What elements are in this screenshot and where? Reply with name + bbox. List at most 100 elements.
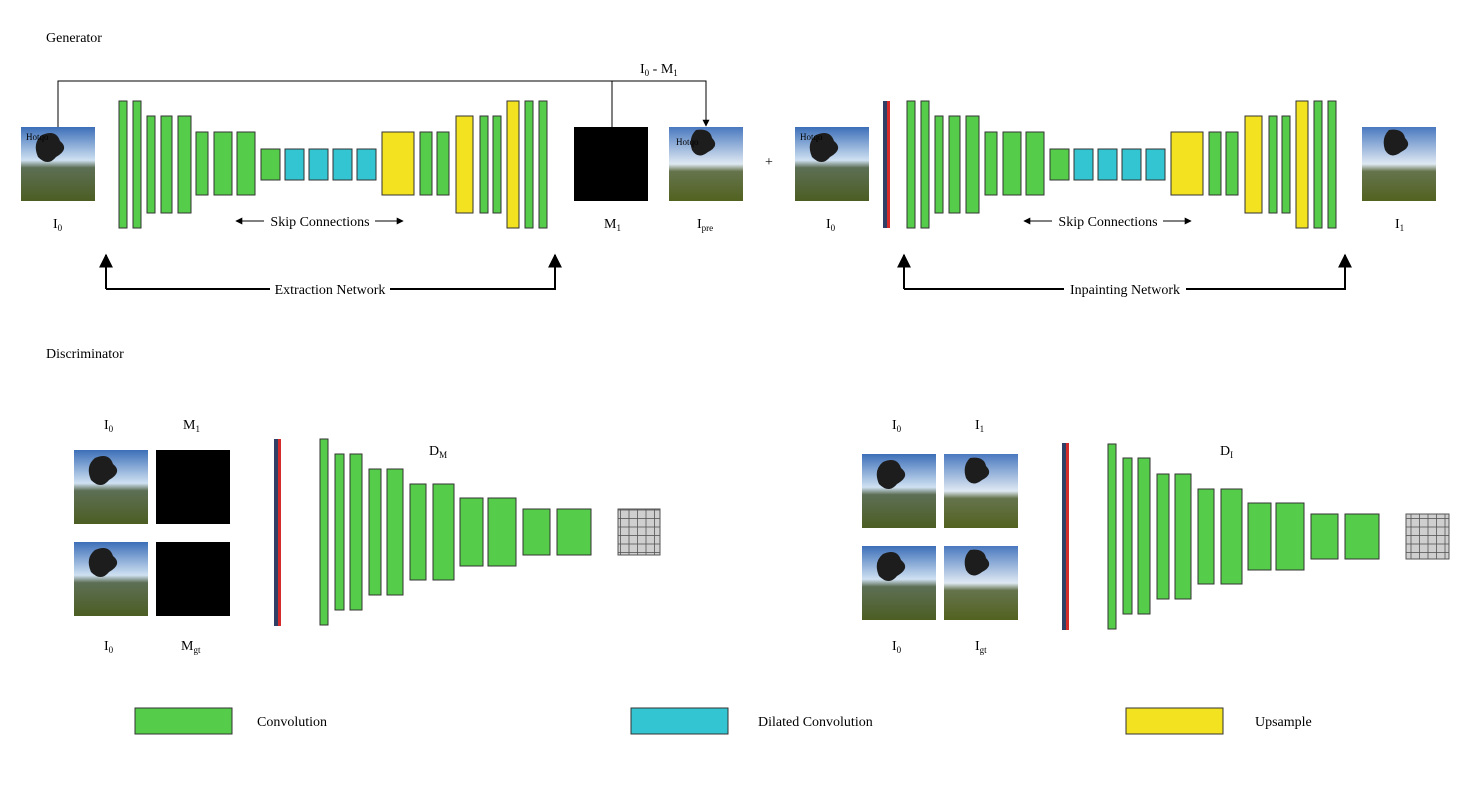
di-output-grid xyxy=(1405,513,1450,560)
conv-layer xyxy=(934,115,944,214)
legend-dilated-label: Dilated Convolution xyxy=(758,715,873,730)
upsample-layer xyxy=(1244,115,1263,214)
disc-left-label-top-a: I0 xyxy=(104,418,114,434)
conv-layer xyxy=(1247,502,1272,571)
conv-layer xyxy=(459,497,484,567)
disc-right-image-i1 xyxy=(944,454,1018,528)
dm-label: DM xyxy=(429,444,447,460)
disc-left-label-bot-a: I0 xyxy=(104,639,114,655)
conv-layer xyxy=(1025,131,1045,196)
di-layers xyxy=(1107,443,1380,630)
disc-right-label-bot-b: Igt xyxy=(975,639,987,655)
conv-layer xyxy=(260,148,281,181)
conv-layer xyxy=(479,115,489,214)
dilated-conv-layer xyxy=(332,148,353,181)
extraction-network-layers xyxy=(118,100,548,229)
conv-layer xyxy=(436,131,450,196)
conv-layer xyxy=(556,508,592,556)
conv-layer xyxy=(1220,488,1243,585)
label-i1: I1 xyxy=(1395,217,1404,233)
disc-left-mask-m1: Hotqo xyxy=(156,450,230,524)
conv-layer xyxy=(487,497,517,567)
disc-right-label-top-b: I1 xyxy=(975,418,984,434)
disc-right-label-bot-a: I0 xyxy=(892,639,902,655)
plus-sign: + xyxy=(765,155,773,170)
conv-layer xyxy=(195,131,209,196)
conv-layer xyxy=(334,453,345,611)
legend-upsample-label: Upsample xyxy=(1255,715,1312,730)
conv-layer xyxy=(160,115,173,214)
conv-layer xyxy=(1275,502,1305,571)
image-ipre: Hotqo xyxy=(669,127,743,201)
svg-text:Hotqo: Hotqo xyxy=(676,137,699,147)
dilated-conv-layer xyxy=(1097,148,1118,181)
conv-layer xyxy=(1208,131,1222,196)
conv-layer xyxy=(118,100,128,229)
conv-layer xyxy=(1156,473,1170,600)
conv-layer xyxy=(386,468,404,596)
di-label: DI xyxy=(1220,444,1233,460)
dilated-conv-layer xyxy=(1073,148,1094,181)
conv-layer xyxy=(538,100,548,229)
conv-layer xyxy=(1344,513,1380,560)
dm-output-grid xyxy=(617,508,661,556)
legend: Convolution Dilated Convolution Upsample xyxy=(134,707,1312,735)
conv-layer xyxy=(948,115,961,214)
conv-layer xyxy=(213,131,233,196)
conv-layer xyxy=(920,100,930,229)
conv-layer xyxy=(1327,100,1337,229)
upsample-layer xyxy=(455,115,474,214)
input-image-i0-inpaint: Hotqo xyxy=(795,127,869,201)
output-image-i1 xyxy=(1362,127,1436,201)
disc-right-image-i0-top xyxy=(862,454,936,528)
dm-layers xyxy=(319,438,592,626)
conv-layer xyxy=(236,131,256,196)
conv-layer xyxy=(432,483,455,581)
legend-convolution-swatch xyxy=(134,707,233,735)
dilated-conv-layer xyxy=(284,148,305,181)
label-ipre: Ipre xyxy=(697,217,713,233)
inpainting-network-layers xyxy=(906,100,1337,229)
conv-layer xyxy=(419,131,433,196)
conv-layer xyxy=(1310,513,1339,560)
upsample-layer xyxy=(1295,100,1309,229)
disc-right-image-igt xyxy=(944,546,1018,620)
extraction-network-label: Extraction Network xyxy=(275,283,386,298)
disc-left-mask-mgt: Hotqo xyxy=(156,542,230,616)
generator-heading: Generator xyxy=(46,31,102,46)
disc-right-concat-layer xyxy=(1062,443,1069,630)
dilated-conv-layer xyxy=(1121,148,1142,181)
dilated-conv-layer xyxy=(356,148,377,181)
conv-layer xyxy=(368,468,382,596)
label-i0-gen: I0 xyxy=(53,217,63,233)
disc-left-image-i0-top xyxy=(74,450,148,524)
conv-layer xyxy=(522,508,551,556)
conv-layer xyxy=(409,483,427,581)
mask-m1: Hotqo xyxy=(574,127,648,201)
skip-connections-label-2: Skip Connections xyxy=(1058,215,1157,230)
conv-layer xyxy=(906,100,916,229)
svg-text:Hotqo: Hotqo xyxy=(163,455,195,469)
svg-text:Hotqo: Hotqo xyxy=(165,547,195,561)
i0-minus-m1-label: I0 - M1 xyxy=(640,62,678,78)
i0-minus-m1-line xyxy=(57,80,710,127)
conv-layer xyxy=(1225,131,1239,196)
conv-layer xyxy=(1137,457,1151,615)
conv-layer xyxy=(349,453,363,611)
conv-layer xyxy=(1174,473,1192,600)
legend-upsample-swatch xyxy=(1125,707,1224,735)
conv-layer xyxy=(319,438,329,626)
input-image-i0: Hotqo xyxy=(21,127,95,201)
disc-left-image-i0-bottom xyxy=(74,542,148,616)
svg-text:Hotqo: Hotqo xyxy=(800,132,823,142)
disc-left-concat-layer xyxy=(274,439,281,626)
conv-layer xyxy=(965,115,980,214)
conv-layer xyxy=(1107,443,1117,630)
disc-left-label-bot-b: Mgt xyxy=(181,639,201,655)
conv-layer xyxy=(132,100,142,229)
conv-layer xyxy=(1313,100,1323,229)
legend-dilated-swatch xyxy=(630,707,729,735)
skip-connections-label: Skip Connections xyxy=(270,215,369,230)
dilated-conv-layer xyxy=(1145,148,1166,181)
